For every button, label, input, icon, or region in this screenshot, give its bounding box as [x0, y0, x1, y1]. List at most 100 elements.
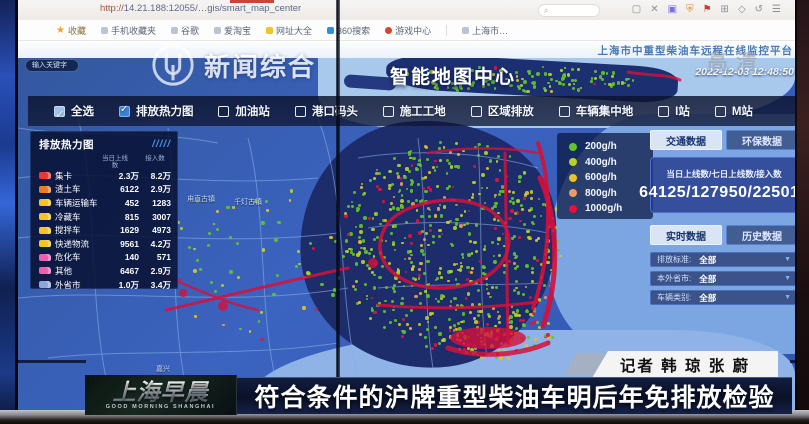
vehicle-type-label: 外省市	[55, 279, 81, 290]
dropdown-local-nonlocal[interactable]: 本外省市: 全部 ▼	[650, 271, 798, 286]
legend-item: 800g/h	[569, 186, 653, 202]
connected-value: 4973	[152, 225, 171, 236]
bookmark-item[interactable]: 谷歌	[171, 24, 199, 37]
filter-gas-station[interactable]: 加油站	[218, 103, 270, 119]
truck-icon	[39, 281, 51, 289]
connected-value: 2.9万	[150, 265, 171, 276]
chevron-down-icon: ▼	[784, 275, 791, 282]
bookmark-icon	[214, 26, 222, 34]
dropdown-emission-standard[interactable]: 排放标准: 全部 ▼	[650, 252, 798, 267]
table-row: 集卡 2.3万 8.2万	[39, 169, 171, 183]
screen-bezel	[336, 0, 340, 412]
document-icon	[462, 26, 470, 34]
map-datetime: 2022-12-03 12:48:50	[695, 66, 794, 78]
bookmark-icon	[171, 26, 178, 34]
truck-icon	[39, 213, 51, 221]
browser-search-input[interactable]: ⌕	[538, 4, 600, 17]
vehicle-type-label: 车辆运输车	[55, 197, 98, 208]
filter-construction-site[interactable]: 施工工地	[382, 103, 446, 119]
checkbox-icon	[294, 105, 306, 117]
connected-value: 2.9万	[150, 184, 171, 195]
table-row: 外省市 1.0万 3.4万	[39, 278, 171, 292]
page-header-band	[18, 41, 795, 58]
connected-value: 3007	[152, 211, 171, 222]
screen-bezel	[0, 360, 86, 363]
map-place-label: 千灯古镇	[234, 199, 262, 206]
today-value: 9561	[120, 238, 139, 249]
table-row: 冷藏车 815 3007	[39, 210, 171, 224]
vehicle-type-label: 搅拌车	[55, 225, 81, 236]
apps-grid-icon[interactable]: ⊞	[720, 4, 729, 15]
tab-traffic-data[interactable]: 交通数据	[650, 130, 722, 150]
truck-icon	[39, 267, 51, 275]
chevron-down-icon: ▼	[784, 256, 791, 263]
checkbox-icon	[658, 105, 670, 117]
dropdown-vehicle-category[interactable]: 车辆类别: 全部 ▼	[650, 290, 798, 305]
tab-realtime-data[interactable]: 实时数据	[650, 225, 722, 245]
hd-watermark: 高清	[707, 51, 765, 74]
table-row: 其他 6467 2.9万	[39, 264, 171, 278]
bookmark-icon	[385, 26, 393, 34]
stats-label: 当日上线数/七日上线数/接入数	[666, 169, 782, 179]
bookmark-item[interactable]: 爱淘宝	[214, 24, 251, 37]
chevron-down-icon: ▼	[784, 294, 791, 301]
star-icon: ★	[56, 24, 65, 36]
map-center-title: 智能地图中心	[389, 67, 516, 88]
channel-watermark: 新闻综合	[150, 42, 316, 88]
today-value: 1.0万	[118, 279, 139, 290]
bookmark-item[interactable]: 游戏中心	[385, 24, 431, 37]
diamond-icon[interactable]: ◇	[737, 4, 746, 15]
map-search-input[interactable]: 输入关键字	[25, 59, 79, 72]
bookmark-item[interactable]: 网址大全	[266, 24, 312, 37]
tab-env-data[interactable]: 环保数据	[726, 130, 798, 150]
table-row: 危化车 140 571	[39, 251, 171, 265]
extension-icon[interactable]: ▣	[667, 4, 678, 15]
filter-emission-heatmap[interactable]: 排放热力图	[118, 103, 193, 119]
checkbox-icon	[558, 105, 570, 117]
photo-edge	[795, 0, 809, 424]
checkbox-icon	[714, 105, 726, 117]
shield-icon[interactable]: ⛨	[686, 4, 694, 15]
vehicle-type-label: 冷藏车	[55, 211, 81, 222]
url-scheme: http://	[100, 3, 124, 14]
legend-dot-icon	[569, 142, 577, 151]
filter-vehicle-cluster[interactable]: 车辆集中地	[558, 103, 633, 119]
filter-i-station[interactable]: I站	[658, 103, 690, 119]
bookmark-icon	[266, 26, 274, 34]
truck-icon	[39, 199, 51, 207]
checkbox-icon	[54, 105, 65, 117]
tab-history-data[interactable]: 历史数据	[726, 225, 798, 245]
today-value: 6467	[120, 265, 139, 276]
window-icon[interactable]: ▢	[631, 4, 642, 15]
flag-icon[interactable]: ⚑	[702, 4, 712, 15]
truck-icon	[39, 253, 51, 261]
platform-title: 上海市中重型柴油车远程在线监控平台	[597, 46, 793, 57]
bookmark-item[interactable]: 上海市…	[462, 24, 508, 37]
address-bar[interactable]: http://14.21.188:12055/…gis/smart_map_ce…	[100, 3, 301, 14]
decor-slashes: /////	[152, 139, 171, 150]
close-extension-icon[interactable]: ✕	[650, 4, 659, 15]
program-name: 上海早晨	[112, 378, 209, 405]
bookmark-item[interactable]: 手机收藏夹	[100, 24, 156, 37]
filter-select-all[interactable]: 全选	[54, 103, 94, 119]
emission-heatmap-panel: 排放热力图 ///// 当日上线数 接入数 集卡 2.3万 8.2万 渣土车 6122…	[30, 131, 178, 292]
vehicle-type-label: 其他	[55, 265, 73, 276]
legend-dot-icon	[569, 189, 577, 198]
today-value: 6122	[120, 184, 139, 195]
bookmarks-bar: ★ 收藏 手机收藏夹 谷歌 爱淘宝 网址大全 360搜索 游戏中心 上海市…	[18, 20, 795, 41]
connected-value: 571	[156, 252, 171, 263]
browser-toolbar-icons: ▢ ✕ ▣ ⛨ ⚑ ⊞ ◇ ↺ ☰	[632, 2, 781, 18]
channel-name: 新闻综合	[204, 51, 317, 82]
table-row: 快递物流 9561 4.2万	[39, 237, 171, 251]
bookmark-item[interactable]: 360搜索	[327, 24, 370, 37]
filter-region-emission[interactable]: 区域排放	[470, 103, 534, 119]
filter-m-station[interactable]: M站	[714, 103, 753, 119]
menu-icon[interactable]: ☰	[772, 4, 781, 15]
filter-port-dock[interactable]: 港口码头	[294, 103, 358, 119]
stats-value: 64125/127950/225012	[639, 184, 809, 201]
history-icon[interactable]: ↺	[754, 4, 764, 15]
bookmark-favorites[interactable]: ★ 收藏	[56, 24, 86, 36]
url-text: 14.21.188:12055/…gis/smart_map_center	[123, 3, 302, 14]
truck-icon	[39, 226, 51, 234]
